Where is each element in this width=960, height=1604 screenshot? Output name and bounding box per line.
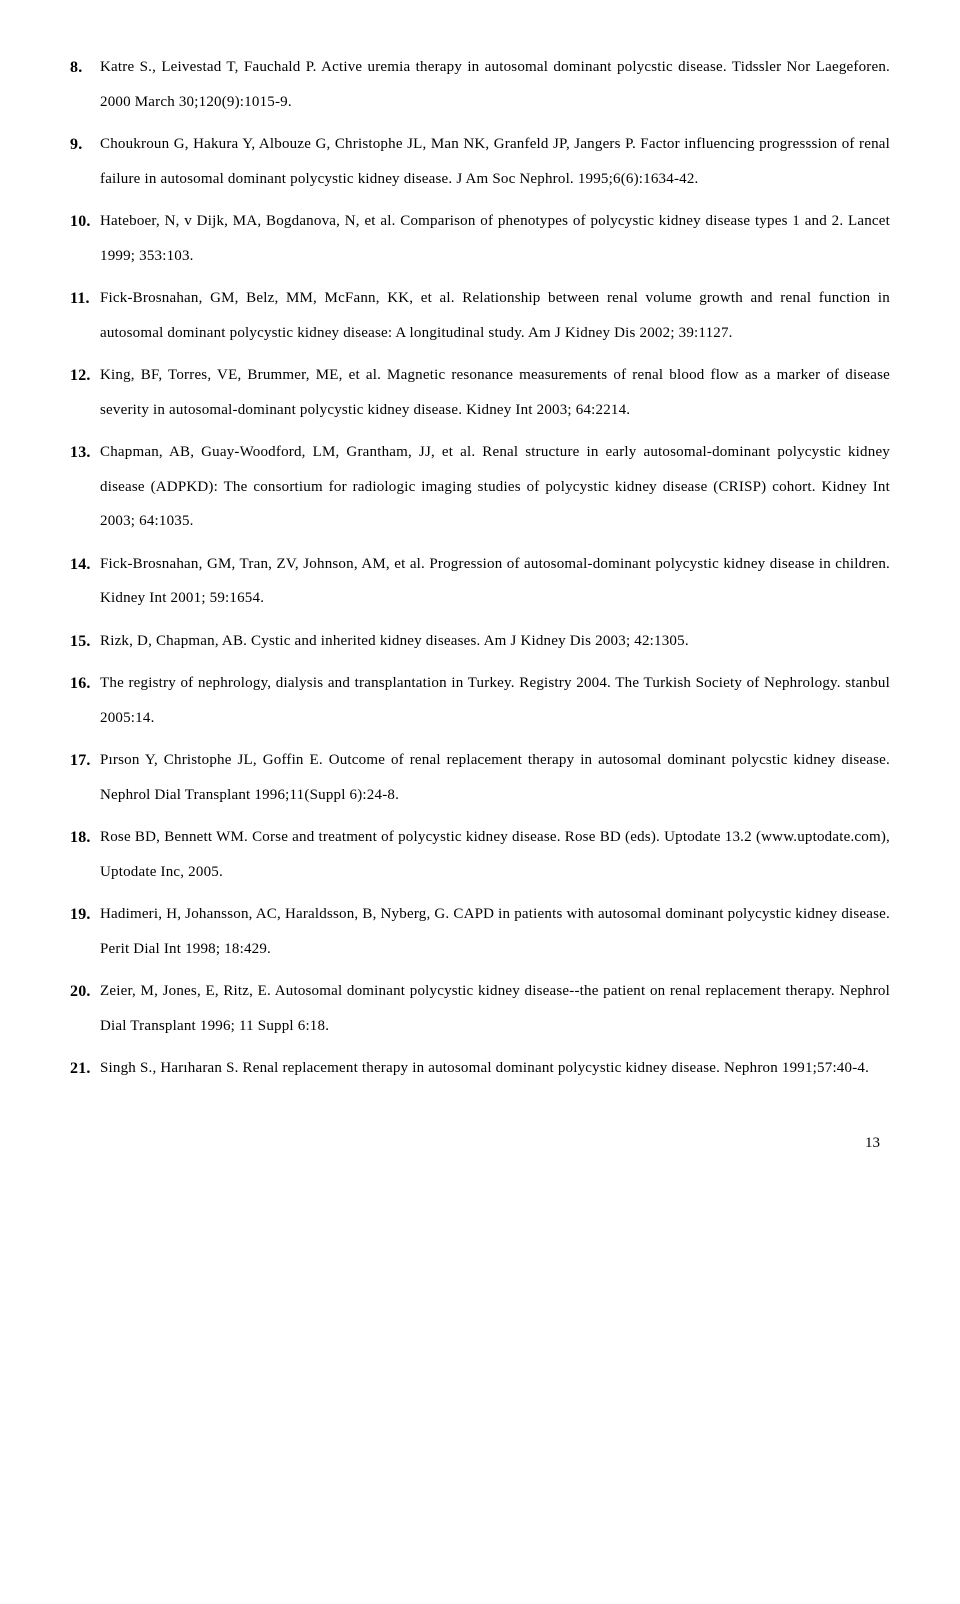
reference-item: Fick-Brosnahan, GM, Tran, ZV, Johnson, A… (70, 547, 890, 616)
reference-item: Fick-Brosnahan, GM, Belz, MM, McFann, KK… (70, 281, 890, 350)
reference-item: Katre S., Leivestad T, Fauchald P. Activ… (70, 50, 890, 119)
reference-item: King, BF, Torres, VE, Brummer, ME, et al… (70, 358, 890, 427)
page-number: 13 (70, 1126, 890, 1161)
reference-item: Rizk, D, Chapman, AB. Cystic and inherit… (70, 624, 890, 659)
reference-item: The registry of nephrology, dialysis and… (70, 666, 890, 735)
reference-item: Singh S., Harıharan S. Renal replacement… (70, 1051, 890, 1086)
reference-item: Zeier, M, Jones, E, Ritz, E. Autosomal d… (70, 974, 890, 1043)
reference-item: Chapman, AB, Guay-Woodford, LM, Grantham… (70, 435, 890, 539)
reference-item: Hateboer, N, v Dijk, MA, Bogdanova, N, e… (70, 204, 890, 273)
reference-item: Choukroun G, Hakura Y, Albouze G, Christ… (70, 127, 890, 196)
reference-item: Rose BD, Bennett WM. Corse and treatment… (70, 820, 890, 889)
reference-item: Hadimeri, H, Johansson, AC, Haraldsson, … (70, 897, 890, 966)
reference-item: Pırson Y, Christophe JL, Goffin E. Outco… (70, 743, 890, 812)
reference-list: Katre S., Leivestad T, Fauchald P. Activ… (70, 50, 890, 1086)
